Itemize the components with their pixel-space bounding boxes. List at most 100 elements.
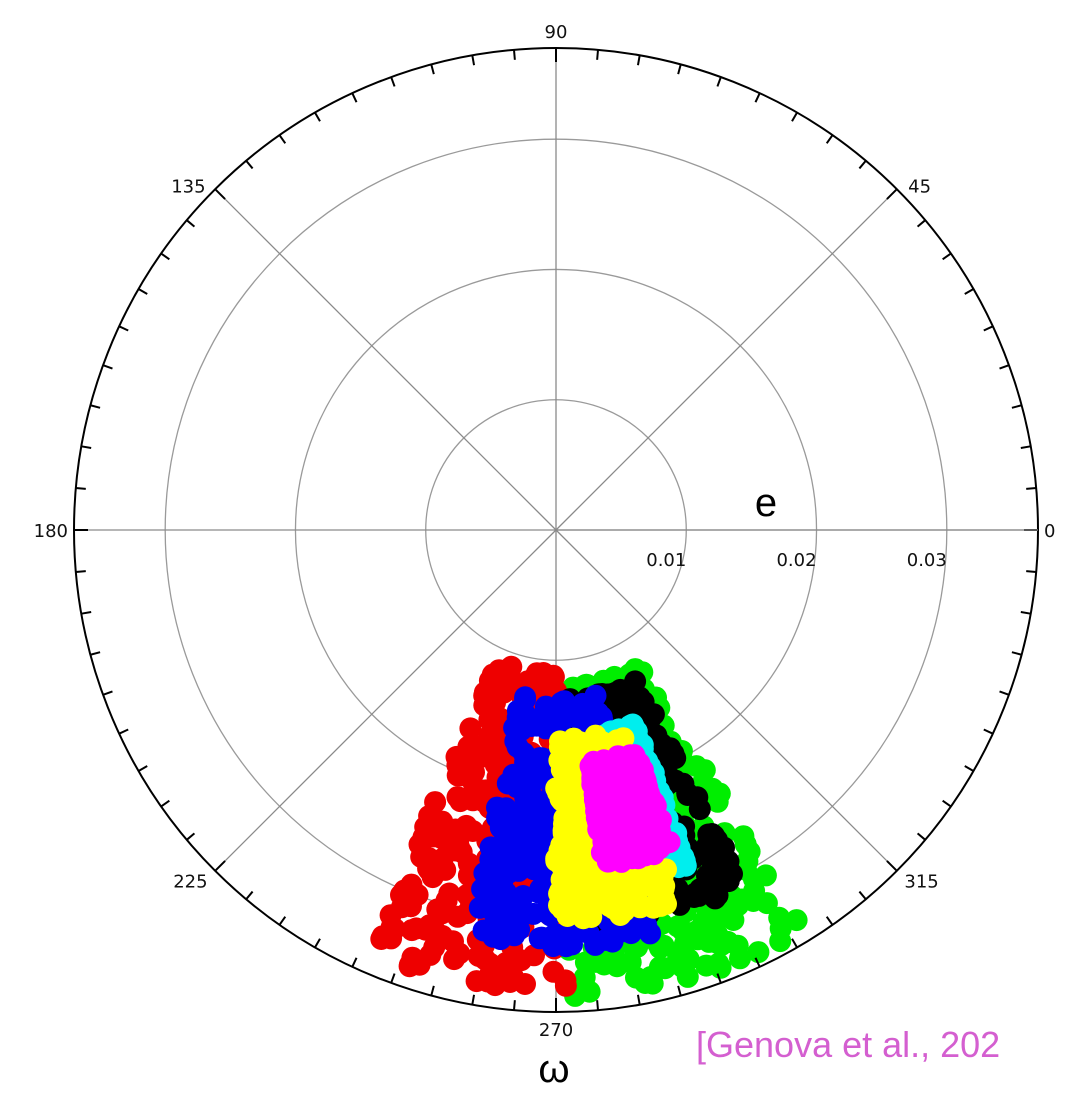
angular-tick [964, 765, 974, 772]
data-point [619, 951, 642, 974]
angular-tick [942, 799, 952, 808]
angular-tick [886, 860, 898, 872]
data-point [677, 948, 700, 971]
angular-tick [118, 325, 129, 332]
data-point [632, 690, 655, 713]
data-point [446, 764, 469, 787]
data-point [591, 762, 613, 785]
data-point [643, 813, 666, 836]
angular-tick [160, 252, 170, 261]
data-point [732, 825, 755, 848]
data-point [421, 807, 444, 830]
angular-tick [314, 112, 321, 122]
data-point [554, 969, 577, 992]
angular-tick [716, 76, 722, 87]
angular-tick [596, 49, 600, 60]
angular-tick [983, 325, 994, 332]
angular-tick [754, 957, 761, 968]
angular-tick [351, 92, 358, 103]
data-point [686, 928, 709, 951]
data-point [638, 795, 661, 818]
angular-tick [390, 973, 396, 984]
angular-tick [75, 486, 86, 490]
data-point [769, 930, 792, 953]
angular-tick [186, 832, 196, 841]
angular-tick [999, 690, 1010, 696]
data-point [716, 930, 739, 953]
angular-tick [916, 219, 926, 228]
angular-tick [278, 916, 287, 926]
angular-tick [214, 860, 226, 872]
angular-tick [791, 112, 798, 122]
data-point [525, 662, 548, 685]
data-point [431, 827, 454, 850]
data-point [542, 664, 565, 687]
data-point [481, 880, 504, 903]
data-point [683, 882, 706, 905]
data-point [507, 859, 530, 882]
data-point [550, 834, 573, 857]
angular-tick [351, 957, 358, 968]
angular-tick [138, 765, 148, 772]
angular-tick-label: 315 [904, 872, 938, 893]
angular-gridline [555, 188, 898, 531]
data-point [523, 944, 545, 967]
data-point [379, 904, 402, 927]
angular-tick [512, 1000, 516, 1011]
data-point [550, 783, 573, 806]
data-point [701, 855, 724, 878]
angular-tick [390, 76, 396, 87]
data-point [608, 682, 631, 705]
data-point [610, 824, 633, 847]
angular-gridline [214, 188, 557, 531]
data-point [604, 840, 627, 863]
data-point [505, 776, 528, 799]
angular-tick [636, 994, 641, 1005]
data-point [506, 735, 529, 758]
data-point [393, 879, 416, 902]
angular-tick [999, 364, 1010, 370]
data-point [469, 735, 492, 758]
angular-tick [636, 55, 641, 66]
angular-tick [1026, 486, 1037, 490]
angular-gridline [214, 529, 557, 872]
data-point [634, 972, 657, 994]
citation: [Genova et al., 202 [696, 1024, 1001, 1065]
data-point [516, 713, 539, 736]
data-point [501, 965, 524, 988]
data-point [785, 909, 808, 932]
radial-axis-label: e [755, 481, 777, 525]
angular-tick [430, 64, 435, 75]
data-point [520, 814, 543, 837]
data-point [484, 974, 507, 997]
angular-tick [825, 134, 834, 144]
data-point [574, 898, 597, 920]
angular-tick [1020, 445, 1031, 450]
data-point [499, 897, 522, 920]
outer-frame [73, 47, 1039, 1013]
angular-tick [278, 134, 287, 144]
radial-tick-label: 0.02 [776, 550, 816, 571]
data-point [530, 926, 553, 949]
data-point [577, 865, 600, 888]
data-point [476, 688, 499, 711]
radial-tick-label: 0.01 [646, 550, 686, 571]
angular-tick [75, 570, 86, 574]
angular-tick [214, 188, 226, 200]
data-point [639, 922, 662, 945]
angular-tick [825, 916, 834, 926]
angular-tick [886, 188, 898, 200]
angular-tick [942, 252, 952, 261]
data-point [620, 788, 643, 811]
data-point [461, 789, 484, 812]
data-point [408, 833, 431, 856]
angular-tick [245, 160, 254, 170]
angular-tick-label: 90 [545, 22, 568, 43]
data-point [555, 934, 578, 957]
data-point [569, 824, 591, 847]
angular-tick [964, 288, 974, 295]
angular-tick [430, 985, 435, 996]
angular-tick [858, 890, 867, 900]
data-point [743, 879, 766, 902]
angular-tick [512, 49, 516, 60]
